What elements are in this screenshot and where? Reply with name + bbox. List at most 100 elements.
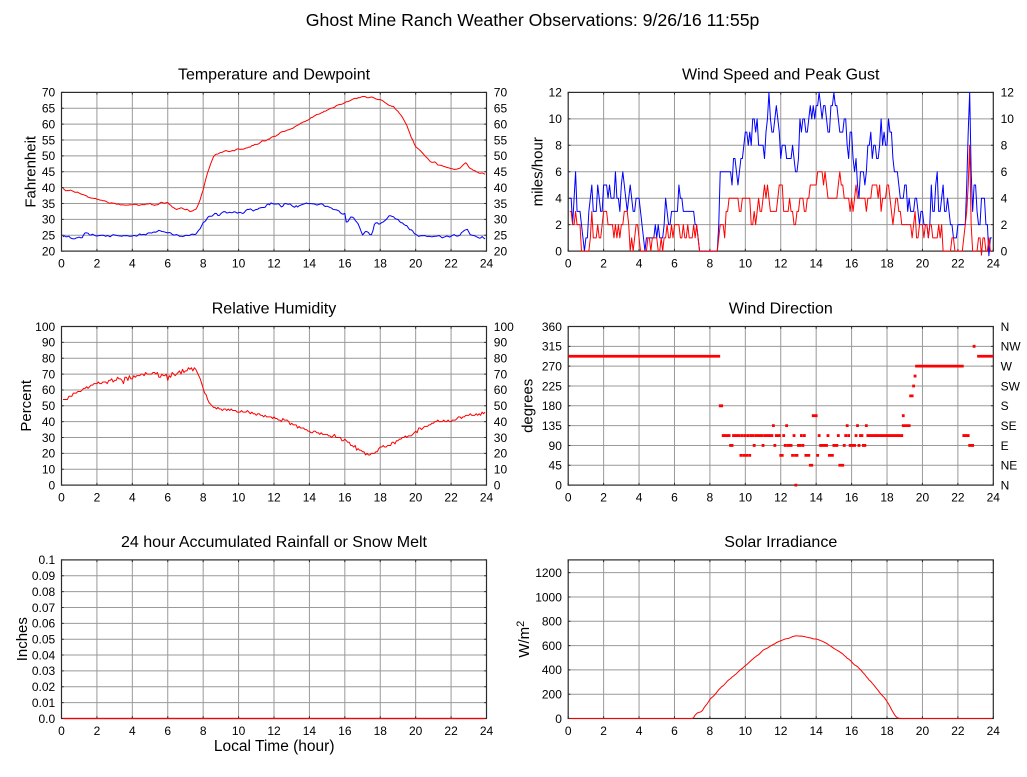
svg-text:2: 2: [94, 490, 101, 504]
svg-text:20: 20: [409, 256, 423, 270]
svg-text:2: 2: [1001, 218, 1008, 232]
svg-text:40: 40: [42, 415, 56, 429]
svg-text:16: 16: [845, 724, 859, 738]
svg-text:22: 22: [444, 490, 458, 504]
svg-text:S: S: [1001, 399, 1009, 413]
svg-text:10: 10: [494, 463, 508, 477]
svg-text:Temperature and Dewpoint: Temperature and Dewpoint: [178, 66, 371, 83]
svg-text:4: 4: [129, 490, 136, 504]
svg-text:315: 315: [542, 340, 562, 354]
svg-text:0.01: 0.01: [32, 696, 56, 710]
svg-text:6: 6: [555, 165, 562, 179]
svg-text:18: 18: [880, 490, 894, 504]
svg-text:65: 65: [42, 102, 56, 116]
svg-text:225: 225: [542, 379, 562, 393]
svg-text:24: 24: [480, 490, 494, 504]
svg-text:270: 270: [542, 359, 562, 373]
svg-text:14: 14: [303, 256, 317, 270]
svg-text:16: 16: [845, 256, 859, 270]
svg-text:100: 100: [35, 320, 55, 334]
svg-text:30: 30: [494, 213, 508, 227]
svg-text:0: 0: [555, 478, 562, 492]
svg-text:40: 40: [494, 415, 508, 429]
svg-text:12: 12: [549, 86, 563, 100]
svg-text:20: 20: [409, 724, 423, 738]
svg-text:30: 30: [42, 213, 56, 227]
svg-text:NW: NW: [1001, 340, 1022, 354]
svg-text:NE: NE: [1001, 459, 1018, 473]
svg-text:70: 70: [42, 86, 56, 100]
svg-text:6: 6: [1001, 165, 1008, 179]
svg-text:0.06: 0.06: [32, 617, 56, 631]
svg-text:90: 90: [549, 439, 563, 453]
svg-text:2: 2: [94, 256, 101, 270]
svg-text:0.0: 0.0: [39, 712, 56, 726]
svg-text:Relative Humidity: Relative Humidity: [212, 300, 336, 317]
svg-text:60: 60: [494, 383, 508, 397]
svg-text:24 hour Accumulated Rainfall o: 24 hour Accumulated Rainfall or Snow Mel…: [121, 534, 427, 551]
svg-text:18: 18: [880, 724, 894, 738]
svg-text:Wind Speed and Peak Gust: Wind Speed and Peak Gust: [682, 66, 880, 83]
svg-text:14: 14: [809, 490, 823, 504]
svg-text:8: 8: [707, 490, 714, 504]
svg-text:22: 22: [444, 724, 458, 738]
svg-text:2: 2: [94, 724, 101, 738]
svg-text:12: 12: [1001, 86, 1015, 100]
svg-text:E: E: [1001, 439, 1009, 453]
svg-text:4: 4: [636, 490, 643, 504]
svg-text:8: 8: [1001, 139, 1008, 153]
svg-text:12: 12: [774, 256, 788, 270]
svg-text:20: 20: [42, 244, 56, 258]
svg-text:0: 0: [49, 478, 56, 492]
svg-text:45: 45: [549, 459, 563, 473]
svg-text:0: 0: [58, 724, 65, 738]
svg-text:22: 22: [951, 724, 965, 738]
svg-text:14: 14: [809, 256, 823, 270]
svg-text:60: 60: [42, 383, 56, 397]
svg-text:24: 24: [480, 724, 494, 738]
svg-text:80: 80: [494, 352, 508, 366]
svg-text:8: 8: [707, 724, 714, 738]
svg-text:800: 800: [542, 615, 562, 629]
svg-text:0: 0: [494, 478, 501, 492]
svg-text:6: 6: [671, 724, 678, 738]
svg-text:18: 18: [880, 256, 894, 270]
svg-text:20: 20: [916, 490, 930, 504]
svg-text:14: 14: [809, 724, 823, 738]
svg-text:60: 60: [42, 117, 56, 131]
svg-text:70: 70: [42, 367, 56, 381]
svg-text:12: 12: [267, 490, 281, 504]
svg-text:20: 20: [494, 447, 508, 461]
svg-text:24: 24: [987, 256, 1001, 270]
svg-text:8: 8: [200, 256, 207, 270]
svg-text:Percent: Percent: [18, 379, 35, 432]
svg-text:0.08: 0.08: [32, 585, 56, 599]
svg-text:2: 2: [600, 256, 607, 270]
svg-text:Solar Irradiance: Solar Irradiance: [724, 534, 837, 551]
svg-text:0: 0: [565, 256, 572, 270]
svg-text:135: 135: [542, 419, 562, 433]
svg-text:35: 35: [494, 197, 508, 211]
svg-text:16: 16: [845, 490, 859, 504]
svg-text:70: 70: [494, 86, 508, 100]
svg-text:4: 4: [636, 724, 643, 738]
svg-text:10: 10: [739, 490, 753, 504]
svg-text:50: 50: [494, 399, 508, 413]
svg-text:50: 50: [494, 149, 508, 163]
svg-text:600: 600: [542, 639, 562, 653]
svg-text:22: 22: [951, 256, 965, 270]
svg-text:0: 0: [58, 256, 65, 270]
svg-text:10: 10: [1001, 112, 1015, 126]
svg-text:65: 65: [494, 102, 508, 116]
svg-text:2: 2: [555, 218, 562, 232]
svg-text:10: 10: [549, 112, 563, 126]
svg-text:0.09: 0.09: [32, 569, 56, 583]
svg-text:20: 20: [409, 490, 423, 504]
svg-text:24: 24: [480, 256, 494, 270]
svg-text:0.07: 0.07: [32, 601, 56, 615]
svg-text:30: 30: [494, 431, 508, 445]
svg-text:45: 45: [42, 165, 56, 179]
svg-text:12: 12: [774, 490, 788, 504]
svg-text:18: 18: [374, 256, 388, 270]
svg-text:2: 2: [600, 490, 607, 504]
